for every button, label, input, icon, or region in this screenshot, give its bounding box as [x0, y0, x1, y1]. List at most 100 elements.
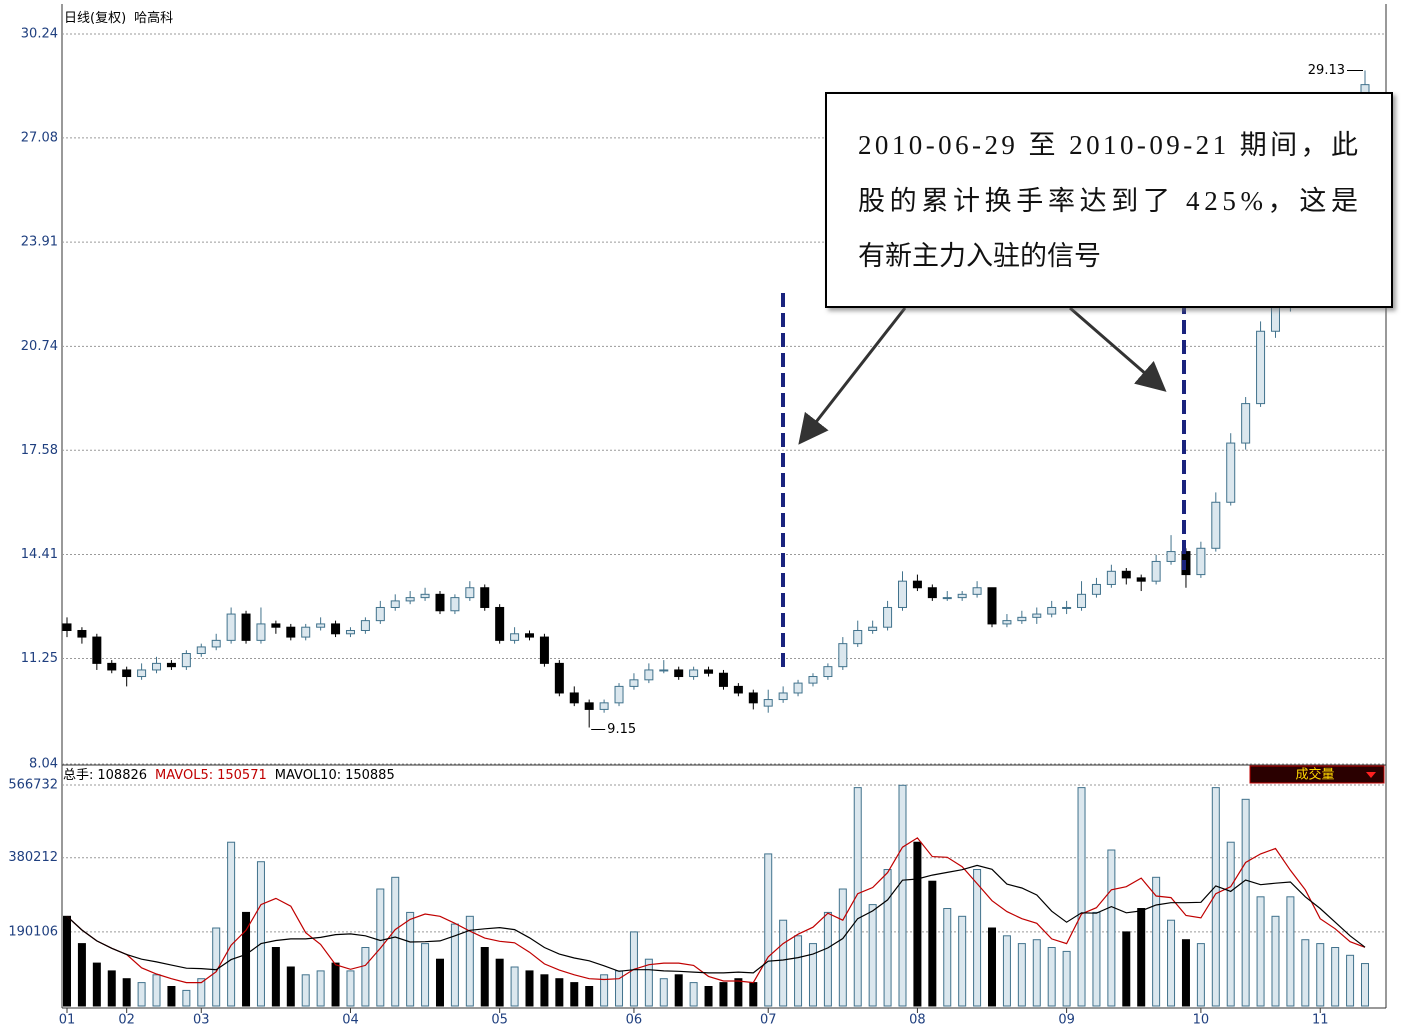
candle-body	[823, 666, 833, 678]
candle-body	[1106, 570, 1116, 585]
indicator-name[interactable]: 成交量	[1295, 767, 1334, 783]
candle-body	[345, 629, 355, 635]
volume-bar	[689, 982, 698, 1007]
candle-body	[942, 597, 952, 600]
volume-bar	[435, 958, 444, 1007]
candle-body	[480, 587, 490, 608]
candle-body	[77, 629, 87, 638]
candle-body	[793, 682, 803, 694]
volume-bar	[92, 962, 101, 1007]
volume-bar	[421, 943, 430, 1007]
volume-bar	[853, 787, 862, 1007]
candle-body	[987, 587, 997, 625]
y-tick-label: 190106	[8, 924, 58, 939]
candle-body	[241, 613, 251, 641]
legend-text: 总手:	[63, 768, 93, 783]
candle-body	[912, 580, 922, 589]
candle-body	[897, 580, 907, 608]
candle-body	[1077, 593, 1087, 608]
volume-bar	[1181, 939, 1190, 1007]
candle-body	[375, 606, 385, 622]
volume-bar	[480, 947, 489, 1007]
volume-bar	[406, 911, 415, 1007]
candle-body	[1256, 330, 1266, 405]
candle-body	[584, 702, 594, 710]
candle-body	[838, 643, 848, 668]
legend-text: MAVOL10:	[275, 768, 341, 783]
candle-body	[1136, 577, 1146, 582]
candle-body	[957, 593, 967, 599]
y-tick-label: 8.04	[29, 757, 58, 772]
candle-body	[808, 676, 818, 684]
x-tick-label: 05	[491, 1013, 508, 1028]
candle-body	[166, 662, 176, 668]
candle-body	[614, 685, 624, 704]
candle-body	[107, 662, 117, 671]
volume-bar	[674, 974, 683, 1007]
volume-bar	[555, 978, 564, 1007]
candle-body	[271, 623, 281, 628]
candle-body	[1047, 606, 1057, 615]
candle-body	[181, 653, 191, 668]
legend-text: 150571	[217, 768, 267, 783]
candle-body	[539, 636, 549, 664]
volume-bar	[749, 982, 758, 1007]
candle-body	[599, 702, 609, 710]
volume-bar	[973, 869, 982, 1007]
y-tick-label: 11.25	[21, 651, 58, 666]
volume-bar	[167, 986, 176, 1007]
stock-name: 哈高科	[134, 10, 173, 26]
volume-bar	[988, 927, 997, 1007]
volume-bar	[570, 982, 579, 1007]
candle-body	[510, 633, 520, 641]
candle-body	[62, 623, 72, 631]
y-tick-label: 14.41	[21, 547, 58, 562]
volume-bar	[823, 911, 832, 1007]
volume-bar	[301, 974, 310, 1007]
volume-bar	[1137, 908, 1146, 1007]
volume-bar	[1017, 943, 1026, 1007]
candle-body	[226, 613, 236, 641]
volume-bar	[152, 974, 161, 1007]
volume-bar	[585, 986, 594, 1007]
candle-body	[495, 606, 505, 641]
volume-bar	[1032, 939, 1041, 1007]
volume-bar	[197, 978, 206, 1007]
candle-body	[152, 662, 162, 671]
candle-body	[1196, 547, 1206, 576]
candle-body	[331, 623, 341, 635]
candle-body	[868, 626, 878, 631]
candle-body	[1002, 620, 1012, 625]
volume-bar	[659, 978, 668, 1007]
legend-text: MAVOL5:	[155, 768, 213, 783]
candle-body	[256, 623, 266, 641]
volume-bar	[883, 869, 892, 1007]
volume-bar	[122, 978, 131, 1007]
candle-body	[286, 626, 296, 638]
max-label: 29.13	[1308, 63, 1345, 78]
dropdown-icon[interactable]	[1366, 772, 1376, 778]
volume-bar	[525, 970, 534, 1007]
indicator-button[interactable]	[1249, 765, 1385, 784]
volume-bar	[1152, 876, 1161, 1007]
candle-body	[927, 587, 937, 599]
legend-text: 108826	[97, 768, 147, 783]
volume-bar	[271, 947, 280, 1007]
volume-bar	[1316, 943, 1325, 1007]
volume-bar	[182, 989, 191, 1007]
y-tick-label: 17.58	[21, 443, 58, 458]
candle-body	[92, 636, 102, 664]
volume-bar	[1092, 911, 1101, 1007]
volume-bar	[286, 966, 295, 1007]
candle-body	[360, 620, 370, 631]
volume-bar	[346, 970, 355, 1007]
volume-bar	[719, 982, 728, 1007]
y-tick-label: 380212	[8, 850, 58, 865]
volume-bar	[868, 904, 877, 1007]
candle-body	[1091, 583, 1101, 595]
volume-bar	[465, 915, 474, 1007]
candle-body	[1211, 501, 1221, 549]
x-tick-label: 04	[342, 1013, 359, 1028]
volume-bar	[600, 974, 609, 1007]
volume-legend: 总手: 108826 MAVOL5: 150571 MAVOL10: 150885	[63, 768, 395, 783]
